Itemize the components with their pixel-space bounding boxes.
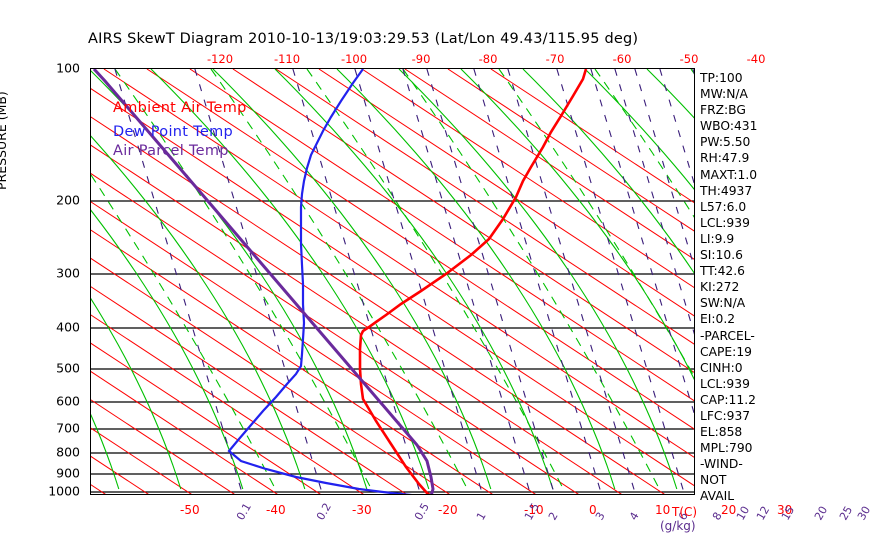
sounding-index-value: TP:100 — [700, 71, 743, 85]
mixing-ratio-tick: 1 — [474, 509, 489, 523]
sounding-index-value: PW:5.50 — [700, 135, 751, 150]
pressure-axis-label: PRESSURE (MB) — [0, 91, 9, 190]
sounding-index-value: AVAIL — [700, 489, 735, 504]
sounding-index-value: CAP:11.2 — [700, 392, 756, 407]
sounding-index-value: SI:10.6 — [700, 248, 743, 263]
pressure-tick: 700 — [56, 420, 80, 436]
sounding-index-value: L57:6.0 — [700, 199, 747, 214]
mixing-ratio-tick: 0.5 — [412, 500, 433, 523]
skewt-data-curves — [92, 69, 588, 494]
mixing-ratio-tick: 20 — [812, 503, 831, 523]
skewt-plot-area — [90, 68, 695, 495]
bottom-temp-tick: -40 — [266, 503, 286, 517]
bottom-temp-tick: 20 — [721, 503, 737, 517]
pressure-tick: 1000 — [48, 483, 80, 499]
mixing-ratio-tick: 4 — [627, 509, 642, 523]
top-temp-tick: -50 — [679, 52, 699, 66]
sounding-index-value: KI:272 — [700, 280, 740, 295]
top-temp-tick: -110 — [273, 52, 301, 66]
sounding-index-value: CINH:0 — [700, 360, 743, 375]
legend-dew-point-temp: Dew Point Temp — [113, 124, 234, 140]
pressure-tick: 100 — [56, 60, 80, 76]
sounding-index-value: -PARCEL- — [700, 328, 755, 343]
sounding-index-value: LFC:937 — [700, 408, 751, 423]
pressure-tick: 200 — [56, 192, 80, 208]
bottom-temp-tick: 30 — [777, 503, 793, 517]
mixing-ratio-tick: 25 — [837, 503, 856, 523]
sounding-index-value: LCL:939 — [700, 376, 750, 391]
skewt-gridlines — [91, 69, 694, 494]
sounding-index-value: MAXT:1.0 — [700, 167, 758, 182]
bottom-temp-tick: -20 — [438, 503, 458, 517]
bottom-temp-tick: 10 — [655, 503, 671, 517]
mixing-ratio-tick: 10 — [734, 503, 753, 523]
bottom-temp-tick: 0 — [589, 503, 597, 517]
sounding-index-value: LCL:939 — [700, 215, 750, 230]
mixing-ratio-tick: 3 — [593, 509, 608, 523]
pressure-tick: 900 — [56, 465, 80, 481]
bottom-temp-tick: -10 — [524, 503, 544, 517]
sounding-index-value: NOT — [700, 473, 727, 488]
top-temp-tick: -90 — [411, 52, 431, 66]
legend-ambient-air-temp: Ambient Air Temp — [113, 100, 247, 116]
pressure-tick: 300 — [56, 265, 80, 281]
bottom-temp-tick: -30 — [352, 503, 372, 517]
mixing-ratio-tick: 2 — [546, 509, 561, 523]
sounding-index-value: MPL:790 — [700, 441, 753, 456]
sounding-index-value: -WIND- — [700, 457, 743, 472]
sounding-index-value: FRZ:BG — [700, 103, 746, 118]
mixing-ratio-tick: 12 — [754, 503, 773, 523]
sounding-index-value: EI:0.2 — [700, 312, 736, 327]
mixing-ratio-tick: 0.1 — [234, 500, 255, 523]
pressure-tick: 600 — [56, 393, 80, 409]
sounding-index-value: CAPE:19 — [700, 344, 752, 359]
sounding-index-value: MW:N/A — [700, 87, 748, 102]
sounding-index-value: EL:858 — [700, 425, 743, 440]
bottom-temp-tick: -50 — [180, 503, 200, 517]
top-temp-tick: -70 — [545, 52, 565, 66]
pressure-tick: 800 — [56, 444, 80, 460]
sounding-index-value: WBO:431 — [700, 119, 758, 134]
sounding-indices-panel: TP:100 MW:N/A FRZ:BG WBO:431 PW:5.50 RH:47.9 M… — [700, 70, 790, 505]
mixing-ratio-tick: 0.2 — [314, 500, 335, 523]
sounding-index-value: RH:47.9 — [700, 151, 750, 166]
temperature-unit-label: T(C) — [672, 505, 698, 519]
page-title: AIRS SkewT Diagram 2010-10-13/19:03:29.5… — [88, 31, 639, 47]
sounding-index-value: TT:42.6 — [700, 264, 745, 279]
top-temp-tick: -60 — [612, 52, 632, 66]
sounding-index-value: LI:9.9 — [700, 231, 735, 246]
sounding-index-value: SW:N/A — [700, 296, 746, 311]
pressure-tick: 500 — [56, 360, 80, 376]
top-temp-tick: -100 — [340, 52, 368, 66]
top-temp-tick: -40 — [746, 52, 766, 66]
sounding-index-value: TH:4937 — [700, 183, 753, 198]
legend-air-parcel-temp: Air Parcel Temp — [113, 143, 229, 159]
top-temp-tick: -120 — [206, 52, 234, 66]
top-temp-tick: -80 — [478, 52, 498, 66]
mixing-ratio-tick: 30 — [855, 503, 870, 523]
mixing-ratio-unit-label: (g/kg) — [660, 519, 696, 533]
pressure-tick: 400 — [56, 319, 80, 335]
